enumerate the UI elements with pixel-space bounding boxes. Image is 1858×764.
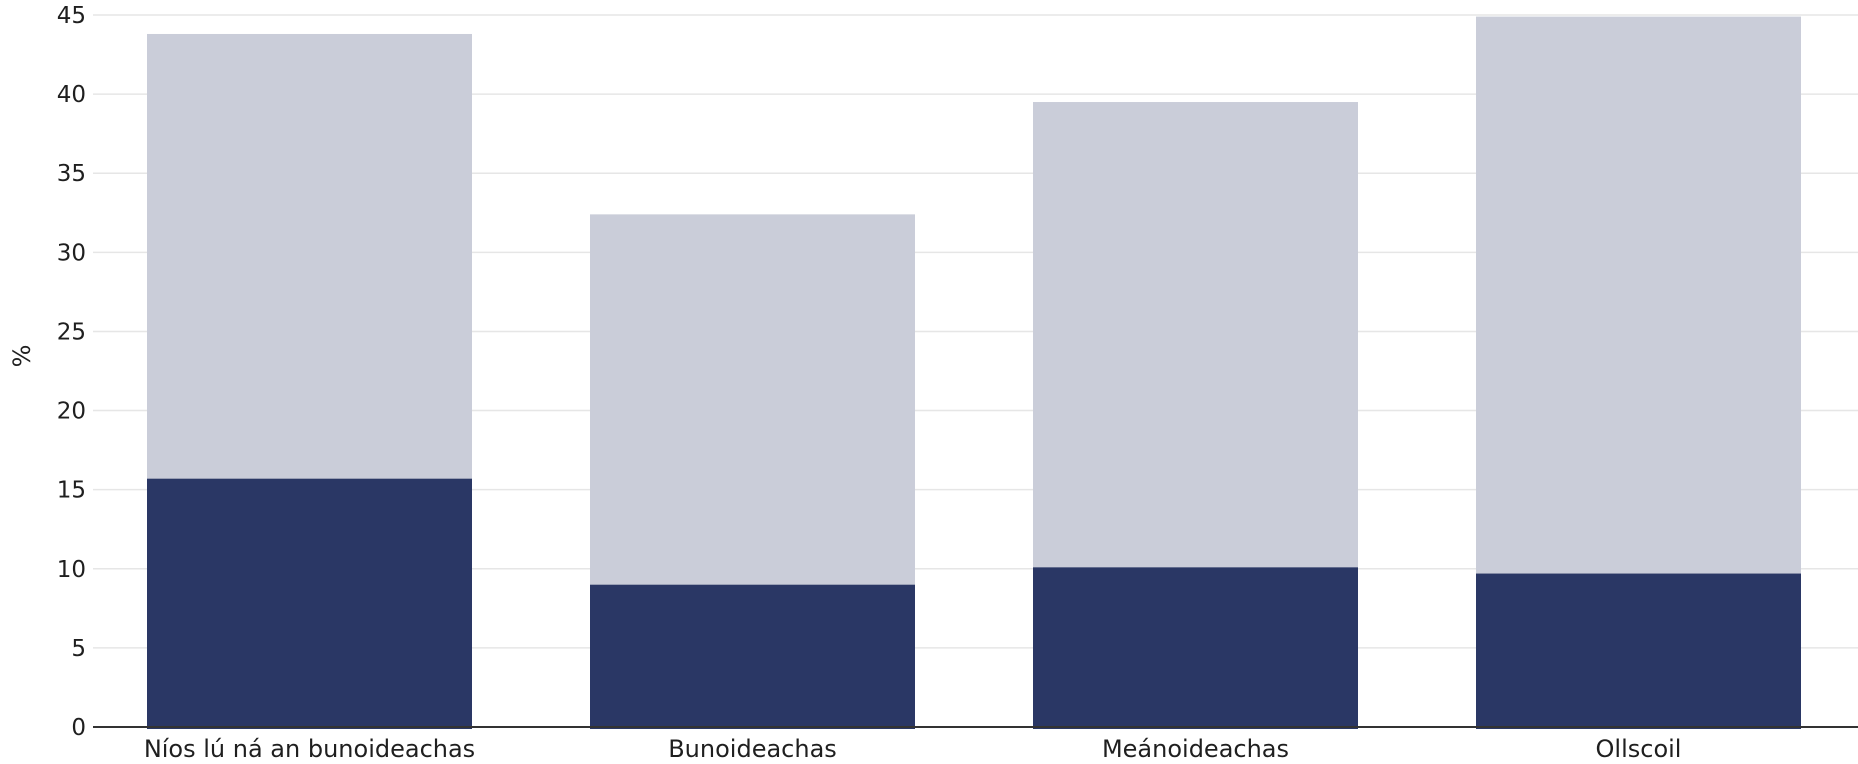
- y-tick-label: 35: [57, 161, 86, 187]
- x-tick-label: Ollscoil: [1596, 735, 1682, 763]
- x-tick-label: Bunoideachas: [668, 735, 837, 763]
- x-tick-label: Meánoideachas: [1102, 735, 1289, 763]
- y-axis-title: %: [8, 345, 36, 368]
- y-tick-label: 0: [71, 715, 86, 741]
- y-tick-label: 25: [57, 319, 86, 345]
- y-tick-label: 10: [57, 557, 86, 583]
- axes: 0 5 10 15 20 25 30 35 40 45 Níos lú ná an bunoidea…: [57, 3, 1858, 763]
- bar-segment: [1476, 573, 1801, 729]
- y-tick-label: 5: [71, 636, 86, 662]
- bar-segment: [1033, 102, 1358, 568]
- bar-segment: [590, 214, 915, 585]
- bar-segment: [1033, 567, 1358, 729]
- y-tick-label: 40: [57, 82, 86, 108]
- bars: [147, 16, 1801, 729]
- bar-segment: [590, 584, 915, 729]
- bar-segment: [147, 33, 472, 479]
- y-tick-label: 15: [57, 478, 86, 504]
- y-tick-label: 30: [57, 240, 86, 266]
- y-tick-label: 20: [57, 399, 86, 425]
- bar-segment: [147, 478, 472, 729]
- bar-segment: [1476, 16, 1801, 574]
- y-tick-label: 45: [57, 3, 86, 29]
- x-tick-label: Níos lú ná an bunoideachas: [144, 735, 475, 763]
